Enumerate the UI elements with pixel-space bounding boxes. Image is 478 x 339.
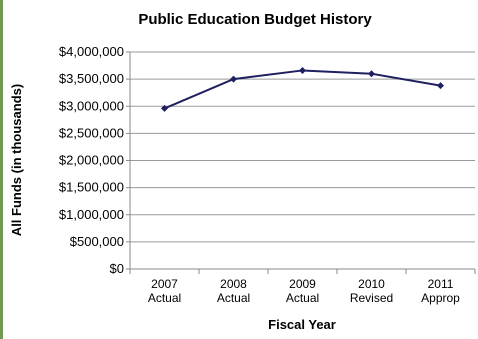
y-tick-label: $1,500,000 [59,180,124,195]
x-tick-label: 2007 Actual [148,277,181,305]
chart-title: Public Education Budget History [138,11,372,28]
data-point-marker [368,70,375,78]
x-tick-label: 2010 Revised [350,277,393,305]
y-tick-label: $2,500,000 [59,125,124,140]
x-axis-title: Fiscal Year [268,317,336,332]
x-tick-label: 2008 Actual [217,277,250,305]
x-tick-label: 2009 Actual [286,277,319,305]
series [161,66,444,112]
y-axis-title: All Funds (in thousands) [9,84,24,236]
y-tick-label: $3,000,000 [59,98,124,113]
data-point-marker [299,66,306,74]
y-tick-label: $2,000,000 [59,153,124,168]
left-accent-strip [0,0,3,339]
x-tick-labels: 2007 Actual 2008 Actual 2009 Actual 2010 Revise… [129,269,476,305]
gridlines [130,51,475,243]
x-tick-label: 2011 Approp [421,277,460,305]
y-tick-label: $4,000,000 [59,44,124,59]
y-tick-label: $0 [110,261,124,276]
data-point-marker [161,104,168,112]
y-tick-label: $500,000 [70,234,124,249]
series-line [164,69,441,110]
y-tick-label: $3,500,000 [59,71,124,86]
data-point-marker [437,82,444,90]
y-tick-label: $1,000,000 [59,207,124,222]
y-tick-labels: $0 $500,000 $1,000,000 $1,500,000 $2,000,000… [59,44,130,276]
data-point-marker [230,75,237,83]
